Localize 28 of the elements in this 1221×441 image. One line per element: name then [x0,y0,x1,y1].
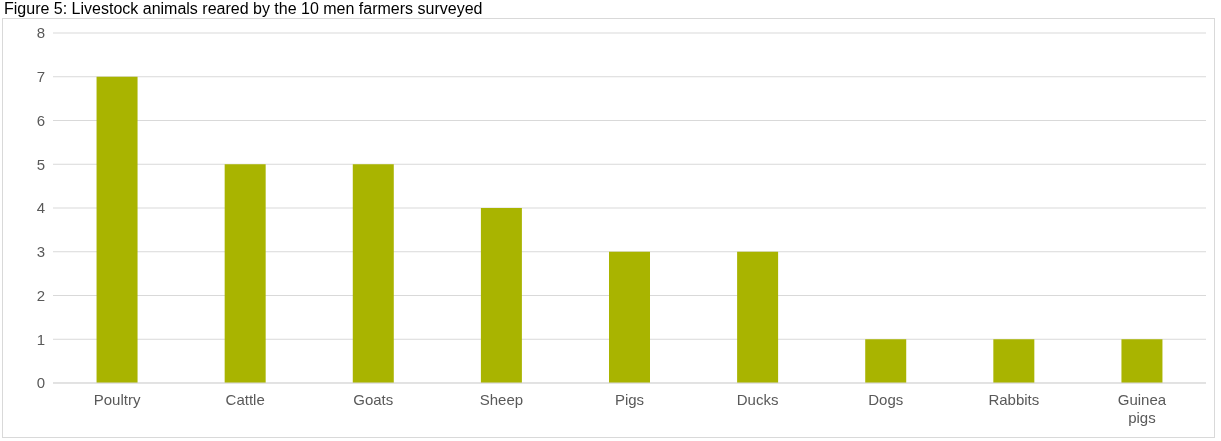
y-tick-label: 4 [36,199,45,217]
bar [480,208,522,383]
y-tick-label: 3 [36,243,45,261]
y-tick-label: 6 [36,111,45,129]
x-tick-label: Dogs [868,391,904,408]
bar [96,76,138,383]
y-tick-label: 7 [36,68,45,86]
x-tick-label: Poultry [93,391,141,408]
x-tick-label: Ducks [736,391,779,408]
x-tick-label: Pigs [614,391,645,408]
x-tick-label: Cattle [225,391,265,408]
x-tick-label: Sheep [479,391,524,408]
x-tick-label: Guinea pigs [1117,391,1167,426]
bar [352,164,394,383]
y-tick-label: 2 [36,286,45,304]
y-tick-label: 0 [36,374,45,392]
bar [737,251,779,383]
bar [609,251,650,383]
bar [865,339,907,383]
y-tick-label: 5 [36,155,45,173]
bar [1121,339,1163,383]
y-tick-label: 1 [36,330,45,348]
bar [224,164,266,383]
y-tick-label: 8 [36,24,45,42]
bar [993,339,1035,383]
x-tick-label: Goats [353,391,394,408]
chart-title: Figure 5: Livestock animals reared by the 10 men farmers surveyed [3,0,484,18]
x-tick-label: Rabbits [988,391,1040,408]
